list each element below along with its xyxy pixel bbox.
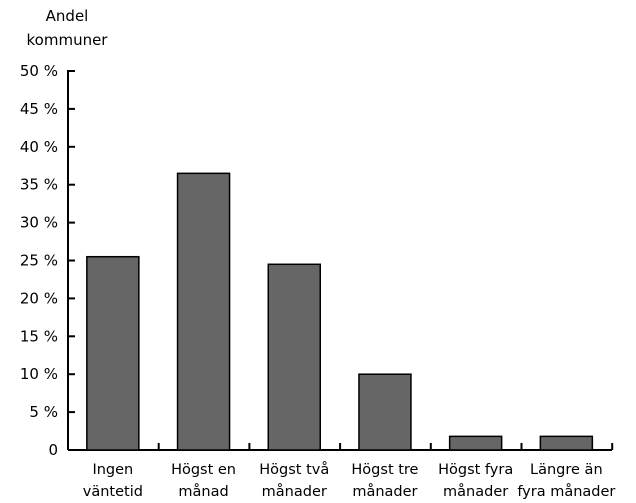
y-tick-label: 45 %	[20, 100, 58, 118]
category-label: månader	[443, 483, 508, 500]
y-tick-label: 40 %	[20, 138, 58, 156]
y-tick-label: 10 %	[20, 365, 58, 383]
bar	[448, 435, 503, 451]
category-label: Ingen	[92, 462, 133, 478]
y-tick-label: 30 %	[20, 214, 58, 232]
y-tick-label: 15 %	[20, 327, 58, 345]
bar	[176, 172, 231, 451]
y-tick-label: 25 %	[20, 252, 58, 270]
y-tick-label: 20 %	[20, 289, 58, 307]
category-label: väntetid	[83, 484, 143, 500]
y-tick-label: 0	[48, 441, 58, 459]
bar	[86, 255, 140, 451]
category-label: månader	[262, 483, 327, 500]
bar	[539, 435, 594, 451]
category-label: Högst tre	[351, 462, 418, 478]
category-labels: Ingen väntetid Högst en månad Högst två månad…	[83, 461, 616, 500]
category-label: Högst en	[171, 462, 236, 478]
category-label: månad	[178, 483, 228, 500]
y-axis-label-line: kommuner	[27, 31, 109, 49]
category-label: Högst två	[259, 461, 329, 478]
category-label: Längre än	[530, 462, 603, 478]
category-label: Högst fyra	[438, 462, 513, 478]
category-label: månader	[352, 483, 417, 500]
y-axis: 0 5 % 10 % 15 % 20 % 25 % 30 % 35 % 40 % 45 % 50 %	[20, 62, 75, 459]
category-label: fyra månader	[517, 483, 615, 500]
y-tick-label: 50 %	[20, 62, 58, 80]
bar	[267, 263, 321, 451]
bar	[358, 373, 412, 451]
x-axis	[68, 443, 614, 451]
bars	[86, 172, 594, 451]
y-axis-label: Andel kommuner	[27, 7, 109, 49]
y-axis-label-line: Andel	[46, 7, 89, 25]
y-tick-label: 5 %	[29, 403, 58, 421]
y-tick-label: 35 %	[20, 176, 58, 194]
